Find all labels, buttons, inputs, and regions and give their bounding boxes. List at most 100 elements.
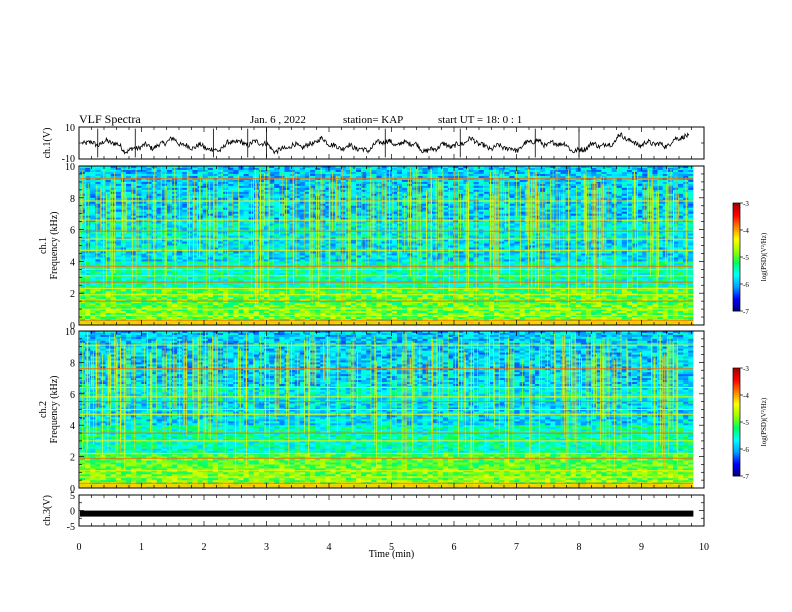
spectrogram-cell xyxy=(289,221,295,224)
spectrogram-cell xyxy=(453,175,459,179)
spectrogram-cell xyxy=(182,233,188,236)
spectrogram-cell xyxy=(90,169,96,173)
spectrogram-cell xyxy=(279,227,285,230)
spectrogram-cell xyxy=(161,166,168,169)
spectrogram-cell xyxy=(545,231,551,234)
spectrogram-cell xyxy=(427,219,433,222)
spectrogram-cell xyxy=(269,183,275,187)
spectrogram-cell xyxy=(473,171,479,175)
spectrogram-cell xyxy=(586,233,592,236)
spectrogram-cell xyxy=(136,221,142,224)
spectrogram-cell xyxy=(289,211,295,214)
spectrogram-cell xyxy=(473,185,479,189)
spectrogram-cell xyxy=(616,193,623,197)
spectrogram-cell xyxy=(166,173,173,177)
spectrogram-cell xyxy=(115,201,122,205)
spectrogram-cell xyxy=(412,195,418,199)
spectrogram-cell xyxy=(366,217,372,220)
spectrogram-cell xyxy=(202,205,209,209)
spectrogram-cell xyxy=(586,207,592,211)
spectrogram-cell xyxy=(545,181,551,185)
spectrogram-cell xyxy=(570,193,577,197)
spectrogram-cell xyxy=(335,169,341,173)
spectrogram-cell xyxy=(488,201,495,205)
spectrogram-cell xyxy=(448,217,454,220)
spectrogram-cell xyxy=(299,221,306,224)
spectrogram-cell xyxy=(310,239,316,242)
spectrogram-cell xyxy=(407,207,413,211)
spectrogram-cell xyxy=(115,205,122,209)
spectrogram-cell xyxy=(545,185,551,189)
spectrogram-cell xyxy=(218,225,224,228)
spectrogram-cell xyxy=(182,245,188,248)
spectrogram-cell xyxy=(391,219,398,222)
spectrogram-cell xyxy=(228,215,234,218)
spectrogram-cell xyxy=(187,225,193,228)
spectrogram-cell xyxy=(110,223,117,226)
spectrogram-cell xyxy=(463,179,469,183)
spectrogram-cell xyxy=(621,243,628,246)
spectrogram-cell xyxy=(187,166,193,169)
spectrogram-cell xyxy=(243,185,249,189)
spectrogram-cell xyxy=(606,243,612,246)
spectrogram-cell xyxy=(626,235,633,238)
spectrogram-cell xyxy=(637,207,643,211)
station-label: station= KAP xyxy=(343,114,403,126)
spectrogram-cell xyxy=(177,245,183,248)
spectrogram-cell xyxy=(212,221,219,224)
spectrogram-cell xyxy=(545,201,551,205)
spectrogram-cell xyxy=(499,171,505,175)
spectrogram-cell xyxy=(432,195,439,199)
spectrogram-cell xyxy=(432,193,439,197)
spectrogram-cell xyxy=(402,189,408,193)
spectrogram-cell xyxy=(606,225,612,228)
spectrogram-cell xyxy=(396,233,403,236)
spectrogram-cell xyxy=(381,167,387,171)
spectrogram-cell xyxy=(427,193,433,197)
spectrogram-cell xyxy=(294,213,301,216)
spectrogram-cell xyxy=(453,179,459,183)
spectrogram-cell xyxy=(442,191,449,195)
spectrogram-cell xyxy=(412,233,418,236)
spectrogram-cell xyxy=(468,195,474,199)
spectrogram-cell xyxy=(499,209,505,213)
spectrogram-cell xyxy=(85,243,91,246)
spectrogram-cell xyxy=(284,189,290,193)
spectrogram-cell xyxy=(192,167,198,171)
spectrogram-cell xyxy=(580,193,587,197)
spectrogram-cell xyxy=(442,197,449,201)
spectrogram-cell xyxy=(233,169,239,173)
spectrogram-cell xyxy=(218,169,224,173)
spectrogram-cell xyxy=(315,167,321,171)
spectrogram-cell xyxy=(192,223,198,226)
spectrogram-cell xyxy=(560,207,566,211)
spectrogram-cell xyxy=(458,166,464,169)
spectrogram-cell xyxy=(294,167,301,171)
spectrogram-cell xyxy=(652,213,658,216)
spectrogram-cell xyxy=(304,211,311,214)
spectrogram-cell xyxy=(652,197,658,201)
spectrogram-cell xyxy=(596,189,602,193)
spectrogram-cell xyxy=(667,215,674,218)
spectrogram-cell xyxy=(570,187,577,191)
spectrogram-cell xyxy=(141,191,147,195)
spectrogram-cell xyxy=(555,179,561,183)
spectrogram-cell xyxy=(407,169,413,173)
spectrogram-cell xyxy=(560,217,566,220)
spectrogram-cell xyxy=(289,243,295,246)
spectrogram-cell xyxy=(325,166,331,169)
spectrogram-cell xyxy=(187,219,193,222)
spectrogram-cell xyxy=(468,227,474,230)
spectrogram-cell xyxy=(657,197,663,201)
spectrogram-cell xyxy=(361,215,367,218)
spectrogram-cell xyxy=(233,215,239,218)
spectrogram-cell xyxy=(550,166,556,169)
spectrogram-cell xyxy=(218,241,224,244)
spectrogram-cell xyxy=(356,215,362,218)
spectrogram-cell xyxy=(657,181,663,185)
spectrogram-cell xyxy=(407,221,413,224)
spectrogram-cell xyxy=(560,225,566,228)
spectrogram-cell xyxy=(279,243,285,246)
spectrogram-cell xyxy=(555,239,561,242)
spectrogram-cell xyxy=(422,197,428,201)
